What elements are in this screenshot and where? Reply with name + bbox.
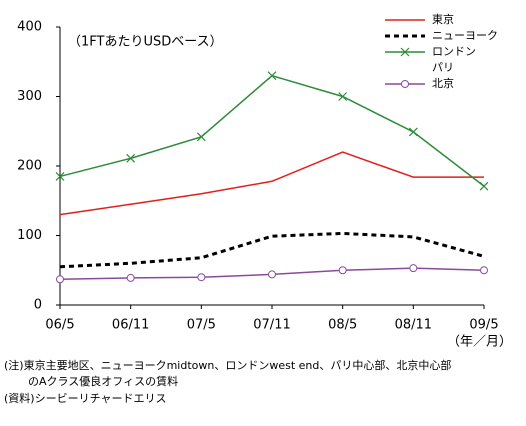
- marker: [126, 153, 136, 163]
- x-tick-label: 08/5: [328, 318, 357, 333]
- marker: [408, 127, 418, 137]
- marker: [56, 275, 64, 284]
- series-line: [59, 231, 485, 269]
- marker: [401, 80, 409, 88]
- x-tick-label: 08/11: [395, 318, 432, 333]
- marker: [196, 132, 206, 142]
- marker: [338, 92, 348, 101]
- marker: [479, 181, 489, 191]
- y-tick-label: 400: [17, 20, 42, 35]
- y-tick-label: 0: [34, 298, 42, 313]
- annotation: （1FTあたりUSDベース）: [68, 35, 223, 50]
- x-axis-label: （年／月）: [447, 335, 512, 350]
- marker: [268, 270, 276, 279]
- x-tick-label: 06/11: [112, 318, 149, 333]
- x-tick-label: 07/5: [187, 318, 216, 333]
- series-line: [59, 151, 484, 216]
- series-line: [59, 74, 485, 187]
- x-tick-label: 06/5: [45, 318, 74, 333]
- note: (注)東京主要地区、ニューヨークmidtown、ロンドンwest end、パリ中…: [4, 358, 451, 372]
- y-tick-label: 100: [17, 228, 42, 243]
- marker: [338, 266, 347, 275]
- legend-label: ロンドン: [432, 45, 476, 58]
- marker: [480, 266, 488, 275]
- x-tick-label: 07/11: [253, 318, 290, 333]
- y-tick-label: 200: [17, 159, 42, 174]
- marker: [126, 273, 135, 282]
- marker: [55, 172, 65, 181]
- y-tick-label: 300: [17, 89, 42, 104]
- note: (資料)シービーリチャードエリス: [4, 391, 166, 405]
- legend-label: 北京: [432, 76, 454, 90]
- note: のAクラス優良オフィスの賃料: [28, 374, 178, 388]
- x-tick-label: 09/5: [469, 318, 498, 333]
- legend-label: 東京: [432, 12, 454, 26]
- marker: [400, 47, 410, 57]
- marker: [409, 264, 418, 273]
- legend-label: パリ: [432, 61, 454, 74]
- legend-label: ニューヨーク: [432, 29, 498, 42]
- marker: [267, 71, 277, 81]
- marker: [197, 273, 206, 282]
